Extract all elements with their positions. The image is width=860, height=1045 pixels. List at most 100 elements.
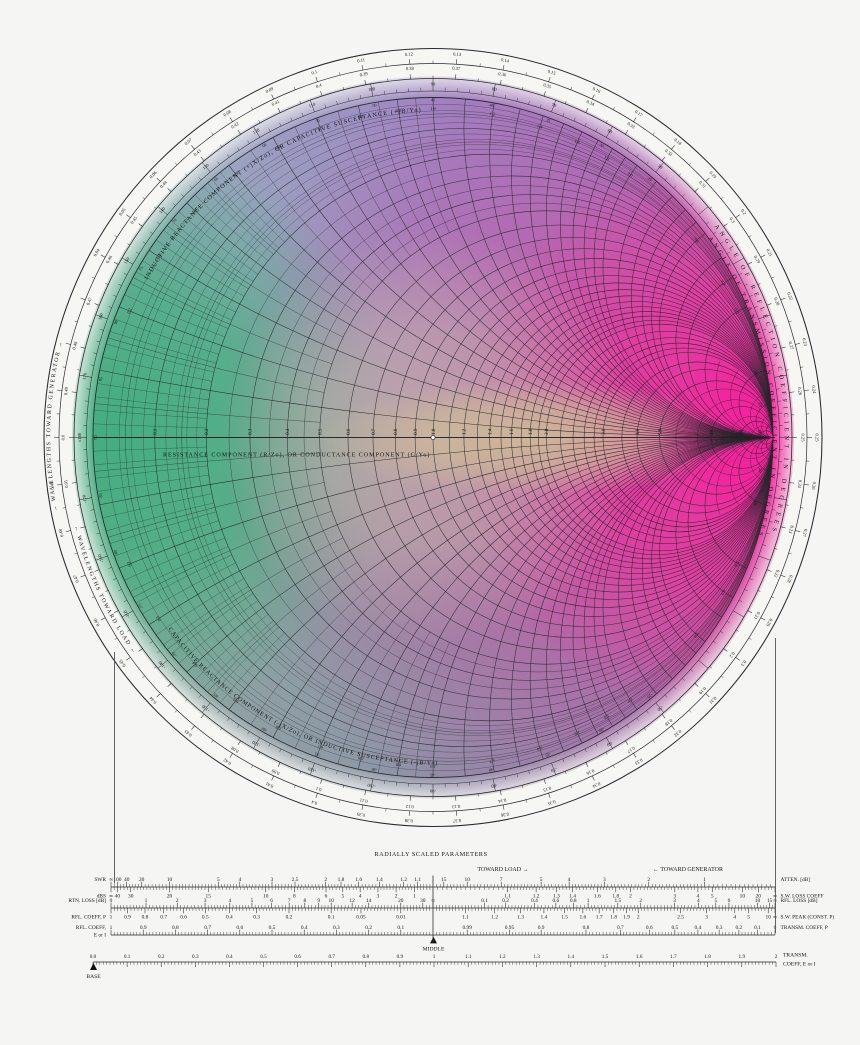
svg-text:7: 7 bbox=[500, 877, 503, 883]
svg-text:-25: -25 bbox=[646, 692, 653, 699]
svg-text:0.6: 0.6 bbox=[236, 925, 243, 931]
svg-text:0.9: 0.9 bbox=[124, 915, 131, 921]
svg-text:70: 70 bbox=[551, 102, 558, 109]
svg-text:0.23: 0.23 bbox=[802, 337, 809, 347]
svg-text:0.0: 0.0 bbox=[61, 434, 66, 440]
svg-text:1.3: 1.3 bbox=[517, 915, 524, 921]
svg-text:0.29: 0.29 bbox=[765, 618, 774, 628]
svg-text:2: 2 bbox=[395, 894, 398, 900]
svg-text:1.3: 1.3 bbox=[553, 894, 560, 900]
svg-text:0.1: 0.1 bbox=[481, 898, 488, 904]
svg-text:1.1: 1.1 bbox=[465, 954, 472, 960]
svg-text:-110: -110 bbox=[307, 766, 317, 774]
svg-text:-80: -80 bbox=[113, 549, 120, 556]
svg-text:1.1: 1.1 bbox=[504, 894, 511, 900]
svg-text:0.22: 0.22 bbox=[786, 291, 794, 301]
svg-text:2.0: 2.0 bbox=[545, 428, 550, 435]
svg-text:0.21: 0.21 bbox=[765, 248, 774, 258]
svg-text:0.12: 0.12 bbox=[405, 804, 414, 810]
svg-text:0.27: 0.27 bbox=[788, 341, 795, 351]
svg-text:2.5: 2.5 bbox=[292, 877, 299, 883]
svg-text:0.1: 0.1 bbox=[754, 925, 761, 931]
svg-text:-140: -140 bbox=[157, 659, 167, 669]
svg-text:0.45: 0.45 bbox=[129, 215, 138, 225]
svg-text:1.6: 1.6 bbox=[579, 915, 586, 921]
svg-text:-170: -170 bbox=[81, 494, 88, 504]
svg-text:RFL. COEFF,: RFL. COEFF, bbox=[76, 925, 107, 931]
svg-text:1.5: 1.5 bbox=[561, 915, 568, 921]
svg-text:0.8: 0.8 bbox=[358, 113, 365, 119]
svg-text:30: 30 bbox=[420, 898, 426, 904]
svg-text:0.1: 0.1 bbox=[397, 925, 404, 931]
svg-text:0: 0 bbox=[110, 898, 113, 904]
resistance-axis-label: RESISTANCE COMPONENT (R/Zo), OR CONDUCTA… bbox=[163, 452, 430, 459]
svg-text:0.41: 0.41 bbox=[271, 99, 281, 107]
svg-text:0.13: 0.13 bbox=[451, 804, 460, 810]
svg-text:80: 80 bbox=[113, 319, 119, 325]
svg-text:-100: -100 bbox=[366, 783, 376, 790]
svg-text:0.8: 0.8 bbox=[583, 925, 590, 931]
svg-text:30: 30 bbox=[599, 142, 605, 148]
svg-text:0.34: 0.34 bbox=[586, 99, 596, 107]
base-label: BASE bbox=[86, 974, 101, 980]
svg-text:0.6: 0.6 bbox=[646, 925, 653, 931]
svg-text:1: 1 bbox=[413, 894, 416, 900]
svg-text:20: 20 bbox=[167, 894, 173, 900]
svg-text:0.3: 0.3 bbox=[192, 954, 199, 960]
svg-text:0.8: 0.8 bbox=[142, 915, 149, 921]
svg-text:5: 5 bbox=[714, 898, 717, 904]
svg-text:2.0: 2.0 bbox=[626, 697, 634, 705]
svg-text:90: 90 bbox=[93, 435, 98, 439]
svg-text:10: 10 bbox=[755, 898, 761, 904]
svg-text:0.8: 0.8 bbox=[570, 898, 577, 904]
base-marker bbox=[90, 963, 97, 970]
svg-text:0.28: 0.28 bbox=[786, 574, 794, 584]
svg-text:0.16: 0.16 bbox=[592, 86, 602, 94]
svg-text:0.23: 0.23 bbox=[788, 525, 795, 535]
svg-text:6: 6 bbox=[270, 898, 273, 904]
svg-text:100: 100 bbox=[368, 86, 376, 92]
svg-text:5: 5 bbox=[251, 898, 254, 904]
svg-text:5.0: 5.0 bbox=[733, 307, 740, 315]
svg-text:1: 1 bbox=[703, 877, 706, 883]
svg-text:3: 3 bbox=[705, 915, 708, 921]
svg-text:∞: ∞ bbox=[109, 877, 113, 883]
svg-text:20: 20 bbox=[758, 402, 763, 408]
svg-text:0.2: 0.2 bbox=[205, 428, 210, 435]
svg-text:0.39: 0.39 bbox=[359, 71, 369, 78]
svg-text:20: 20 bbox=[756, 894, 762, 900]
svg-text:0.42: 0.42 bbox=[222, 757, 232, 766]
svg-text:0.39: 0.39 bbox=[356, 811, 366, 818]
svg-text:3: 3 bbox=[673, 894, 676, 900]
svg-text:-85: -85 bbox=[98, 493, 104, 499]
svg-text:60: 60 bbox=[607, 128, 614, 135]
svg-text:5.0: 5.0 bbox=[733, 561, 740, 569]
svg-text:0.41: 0.41 bbox=[264, 781, 274, 789]
svg-text:65: 65 bbox=[213, 176, 219, 183]
svg-text:-70: -70 bbox=[550, 766, 558, 773]
svg-text:-50: -50 bbox=[371, 767, 377, 773]
svg-text:0.3: 0.3 bbox=[728, 216, 736, 224]
svg-text:0.3: 0.3 bbox=[155, 252, 163, 260]
svg-text:0.4: 0.4 bbox=[191, 660, 199, 668]
svg-text:120: 120 bbox=[252, 127, 261, 135]
svg-text:0.9: 0.9 bbox=[414, 428, 419, 435]
svg-text:0.4: 0.4 bbox=[310, 799, 318, 806]
middle-marker bbox=[430, 936, 437, 944]
svg-text:0.48: 0.48 bbox=[71, 340, 78, 350]
svg-text:0.17: 0.17 bbox=[634, 109, 644, 118]
svg-text:0.34: 0.34 bbox=[591, 781, 601, 789]
svg-text:0.16: 0.16 bbox=[585, 768, 595, 776]
svg-text:100: 100 bbox=[113, 877, 121, 883]
svg-text:0.8: 0.8 bbox=[363, 954, 370, 960]
svg-text:0.33: 0.33 bbox=[626, 121, 636, 130]
svg-text:0.09: 0.09 bbox=[270, 768, 280, 776]
svg-text:0.48: 0.48 bbox=[57, 528, 64, 538]
svg-text:2: 2 bbox=[629, 894, 632, 900]
svg-text:0.2: 0.2 bbox=[740, 208, 748, 216]
svg-text:1.8: 1.8 bbox=[610, 915, 617, 921]
svg-text:COEFF, E or I: COEFF, E or I bbox=[783, 962, 816, 968]
svg-text:1.4: 1.4 bbox=[536, 745, 544, 752]
svg-text:1.4: 1.4 bbox=[488, 428, 493, 435]
